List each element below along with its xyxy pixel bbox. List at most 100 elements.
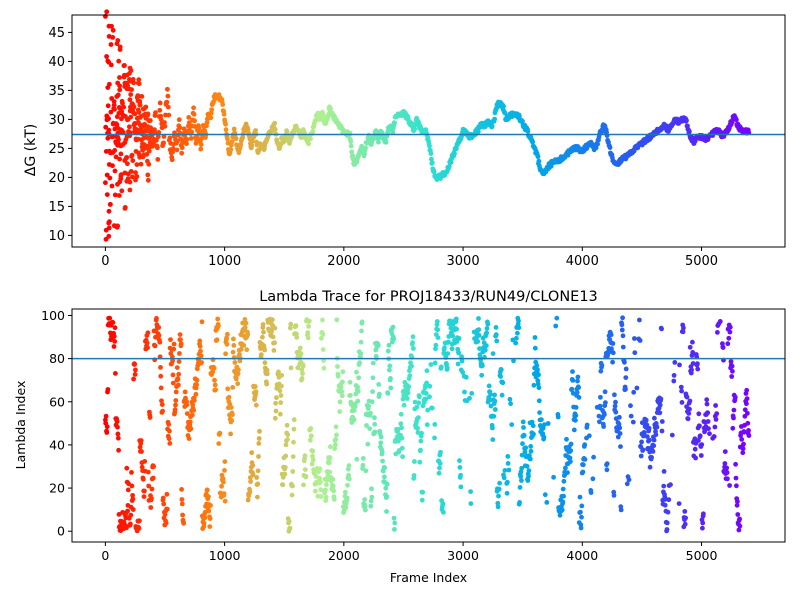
lambda-point bbox=[707, 431, 712, 437]
lambda-point bbox=[133, 367, 138, 373]
lambda-point bbox=[321, 365, 327, 371]
lambda-point bbox=[457, 458, 462, 464]
lambda-point bbox=[726, 335, 732, 341]
lambda-point bbox=[272, 325, 278, 331]
lambda-point bbox=[310, 457, 316, 463]
lambda-point bbox=[690, 361, 696, 366]
lambda-point bbox=[230, 349, 236, 355]
lambda-point bbox=[384, 509, 389, 514]
lambda-point bbox=[434, 319, 440, 324]
trace-point bbox=[169, 157, 175, 163]
lambda-point bbox=[647, 437, 652, 443]
trace-point bbox=[145, 113, 150, 118]
trace-point bbox=[141, 135, 147, 141]
x-tick-label: 2000 bbox=[328, 548, 360, 563]
lambda-point bbox=[463, 374, 469, 380]
trace-point bbox=[135, 98, 141, 104]
lambda-point bbox=[283, 442, 289, 448]
lambda-point bbox=[610, 359, 615, 365]
lambda-point bbox=[167, 428, 172, 434]
lambda-point bbox=[181, 520, 187, 526]
lambda-point bbox=[613, 399, 618, 405]
trace-point bbox=[121, 63, 127, 69]
lambda-point bbox=[309, 433, 314, 439]
trace-point bbox=[113, 154, 119, 160]
lambda-point bbox=[125, 508, 130, 514]
lambda-point bbox=[681, 325, 686, 331]
lambda-point bbox=[386, 342, 392, 348]
lambda-point bbox=[515, 330, 520, 336]
trace-point bbox=[117, 87, 123, 93]
trace-point bbox=[104, 113, 110, 119]
lambda-point bbox=[261, 329, 266, 335]
lambda-point bbox=[351, 417, 357, 422]
plot-frame bbox=[71, 308, 786, 543]
lambda-point bbox=[652, 415, 657, 421]
lambda-point bbox=[330, 483, 336, 489]
trace-point bbox=[166, 112, 172, 118]
lambda-point bbox=[348, 392, 353, 398]
lambda-point bbox=[500, 380, 506, 386]
lambda-point bbox=[245, 332, 251, 337]
lambda-point bbox=[580, 469, 586, 475]
lambda-point bbox=[722, 461, 728, 466]
lambda-point bbox=[508, 401, 513, 407]
trace-point bbox=[362, 151, 367, 157]
trace-point bbox=[198, 146, 204, 152]
trace-point bbox=[104, 192, 110, 198]
lambda-point bbox=[188, 426, 194, 432]
lambda-point bbox=[557, 512, 563, 518]
lambda-point bbox=[168, 337, 173, 342]
lambda-point bbox=[497, 480, 502, 486]
lambda-point bbox=[496, 493, 501, 499]
lambda-point bbox=[158, 385, 164, 391]
lambda-point bbox=[279, 373, 285, 378]
lambda-point bbox=[357, 360, 363, 366]
lambda-point bbox=[354, 456, 360, 462]
lambda-point bbox=[525, 478, 531, 483]
lambda-point bbox=[231, 343, 237, 348]
lambda-point bbox=[713, 417, 719, 422]
lambda-point bbox=[521, 425, 526, 430]
lambda-point bbox=[270, 334, 276, 340]
lambda-point bbox=[300, 371, 305, 376]
lambda-point bbox=[528, 448, 534, 454]
lambda-point bbox=[598, 394, 603, 400]
lambda-point bbox=[407, 373, 413, 379]
lambda-point bbox=[687, 398, 693, 404]
lambda-point bbox=[290, 469, 296, 474]
lambda-point bbox=[516, 325, 522, 331]
lambda-point bbox=[427, 394, 432, 400]
y-tick-label: 0 bbox=[57, 524, 65, 539]
lambda-point bbox=[741, 441, 746, 447]
lambda-point bbox=[130, 493, 136, 498]
lambda-point bbox=[161, 501, 167, 507]
lambda-point bbox=[395, 426, 401, 432]
lambda-point bbox=[307, 437, 313, 443]
x-tick-label: 4000 bbox=[566, 548, 598, 563]
lambda-point bbox=[113, 371, 118, 376]
lambda-point bbox=[274, 395, 279, 401]
lambda-point bbox=[253, 389, 259, 395]
lambda-point bbox=[228, 431, 234, 437]
trace-point bbox=[153, 110, 158, 116]
lambda-point bbox=[167, 441, 173, 446]
lambda-point bbox=[744, 387, 750, 393]
x-tick-label: 0 bbox=[101, 548, 109, 563]
trace-point bbox=[108, 202, 113, 207]
lambda-point bbox=[559, 507, 565, 513]
trace-point bbox=[489, 123, 495, 129]
trace-point bbox=[132, 111, 138, 117]
lambda-point bbox=[619, 322, 625, 328]
trace-point bbox=[188, 136, 194, 141]
lambda-point bbox=[628, 413, 634, 419]
lambda-point bbox=[145, 345, 151, 351]
lambda-point bbox=[669, 432, 675, 438]
lambda-point bbox=[332, 446, 338, 451]
lambda-point bbox=[344, 495, 350, 501]
lambda-point bbox=[313, 488, 318, 494]
lambda-point bbox=[111, 333, 117, 339]
lambda-point bbox=[735, 499, 740, 504]
trace-point bbox=[121, 104, 127, 110]
lambda-point bbox=[700, 525, 705, 531]
